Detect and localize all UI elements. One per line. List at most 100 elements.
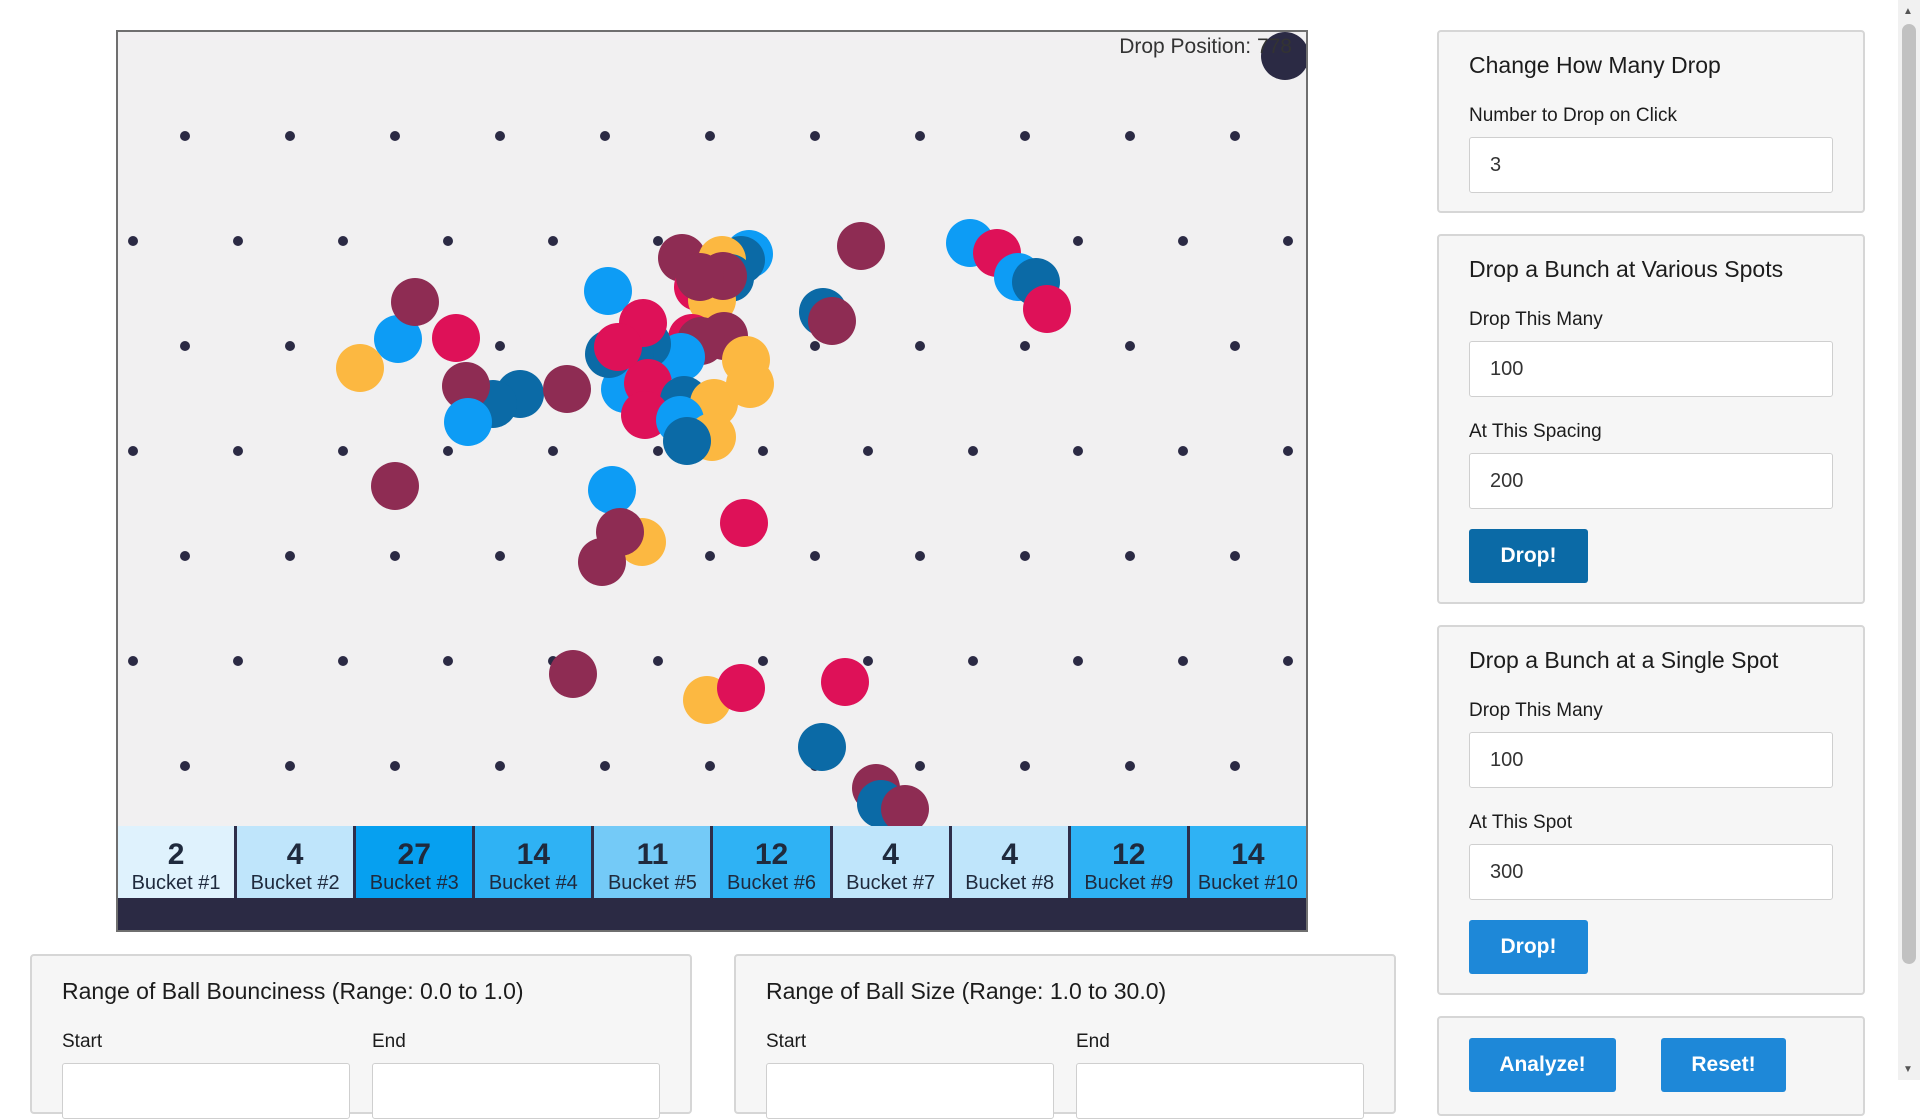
various-many-label: Drop This Many xyxy=(1469,309,1603,330)
bucket-label: Bucket #10 xyxy=(1197,872,1298,894)
bucket-row: 2 Bucket #1 4 Bucket #2 27 Bucket #3 14 Bucket … xyxy=(118,826,1306,898)
peg xyxy=(705,551,715,561)
peg xyxy=(180,341,190,351)
peg xyxy=(233,446,243,456)
ball xyxy=(663,417,711,465)
peg xyxy=(915,131,925,141)
peg xyxy=(705,761,715,771)
ball xyxy=(543,365,591,413)
board-canvas[interactable] xyxy=(118,32,1306,826)
drop-various-button[interactable]: Drop! xyxy=(1469,529,1588,583)
ball-size-start-label: Start xyxy=(766,1031,807,1052)
ball xyxy=(717,664,765,712)
bucket-count: 14 xyxy=(516,838,551,871)
peg xyxy=(285,341,295,351)
analyze-button[interactable]: Analyze! xyxy=(1469,1038,1616,1092)
change-drop-title: Change How Many Drop xyxy=(1469,52,1721,78)
peg xyxy=(1073,656,1083,666)
peg xyxy=(1020,551,1030,561)
bucket-count: 4 xyxy=(286,838,304,871)
plinko-board[interactable]: Drop Position: 778 2 Bucket #1 4 Bucket #2 2… xyxy=(116,30,1308,932)
peg xyxy=(915,551,925,561)
ball xyxy=(391,278,439,326)
bucket-label: Bucket #5 xyxy=(607,872,697,894)
bucket-label: Bucket #9 xyxy=(1084,872,1174,894)
scroll-up-arrow-icon[interactable]: ▲ xyxy=(1903,6,1913,17)
ball xyxy=(808,297,856,345)
peg xyxy=(1230,341,1240,351)
bucket-4: 14 Bucket #4 xyxy=(475,826,595,898)
peg xyxy=(705,131,715,141)
ball-size-start-input[interactable] xyxy=(766,1063,1054,1119)
various-spacing-input[interactable] xyxy=(1469,453,1833,509)
peg xyxy=(180,131,190,141)
bucket-label: Bucket #3 xyxy=(369,872,459,894)
peg xyxy=(128,236,138,246)
bucket-count: 14 xyxy=(1231,838,1265,871)
peg xyxy=(758,656,768,666)
peg xyxy=(390,131,400,141)
peg xyxy=(128,446,138,456)
ball xyxy=(1023,285,1071,333)
peg xyxy=(233,656,243,666)
drop-position-label: Drop Position: xyxy=(1119,35,1252,58)
ball xyxy=(371,462,419,510)
bucket-8: 4 Bucket #8 xyxy=(951,826,1071,898)
number-to-drop-input[interactable] xyxy=(1469,137,1833,193)
ball xyxy=(621,391,669,439)
bucket-6: 12 Bucket #6 xyxy=(713,826,833,898)
ball xyxy=(1261,32,1306,80)
peg xyxy=(1283,236,1293,246)
scrollbar-thumb[interactable] xyxy=(1902,24,1916,964)
ball xyxy=(676,253,724,301)
peg xyxy=(1020,761,1030,771)
peg xyxy=(390,761,400,771)
peg xyxy=(600,131,610,141)
ball-size-end-input[interactable] xyxy=(1076,1063,1364,1119)
ball xyxy=(374,315,422,363)
ball xyxy=(798,723,846,771)
drop-single-button[interactable]: Drop! xyxy=(1469,920,1588,974)
peg xyxy=(1125,551,1135,561)
ball xyxy=(578,538,626,586)
bucket-count: 12 xyxy=(754,838,789,871)
bounciness-end-input[interactable] xyxy=(372,1063,660,1119)
ball xyxy=(588,466,636,514)
peg xyxy=(285,131,295,141)
single-spot-input[interactable] xyxy=(1469,844,1833,900)
peg xyxy=(338,656,348,666)
peg xyxy=(600,761,610,771)
page-scrollbar[interactable]: ▲ ▼ xyxy=(1898,0,1920,1080)
drop-single-title: Drop a Bunch at a Single Spot xyxy=(1469,647,1779,673)
peg xyxy=(1230,131,1240,141)
peg xyxy=(968,656,978,666)
bucket-7: 4 Bucket #7 xyxy=(832,826,952,898)
drop-various-panel: Drop a Bunch at Various Spots Drop This … xyxy=(1437,234,1865,604)
peg xyxy=(495,551,505,561)
single-many-label: Drop This Many xyxy=(1469,700,1603,721)
reset-button[interactable]: Reset! xyxy=(1661,1038,1786,1092)
peg xyxy=(863,656,873,666)
peg xyxy=(810,341,820,351)
peg xyxy=(285,761,295,771)
peg xyxy=(810,131,820,141)
scroll-down-arrow-icon[interactable]: ▼ xyxy=(1903,1064,1913,1075)
peg xyxy=(495,131,505,141)
bounciness-end-label: End xyxy=(372,1031,406,1052)
peg xyxy=(1230,761,1240,771)
peg xyxy=(1020,131,1030,141)
single-many-input[interactable] xyxy=(1469,732,1833,788)
peg xyxy=(1283,656,1293,666)
bucket-count: 4 xyxy=(882,838,899,871)
bucket-9: 12 Bucket #9 xyxy=(1070,826,1190,898)
bucket-label: Bucket #6 xyxy=(727,872,816,894)
bounciness-start-input[interactable] xyxy=(62,1063,350,1119)
ball xyxy=(821,658,869,706)
peg xyxy=(128,656,138,666)
bucket-count: 11 xyxy=(636,838,669,871)
ball xyxy=(720,499,768,547)
bucket-label: Bucket #8 xyxy=(965,872,1055,894)
peg xyxy=(338,236,348,246)
ball-size-title: Range of Ball Size (Range: 1.0 to 30.0) xyxy=(766,978,1167,1004)
various-many-input[interactable] xyxy=(1469,341,1833,397)
